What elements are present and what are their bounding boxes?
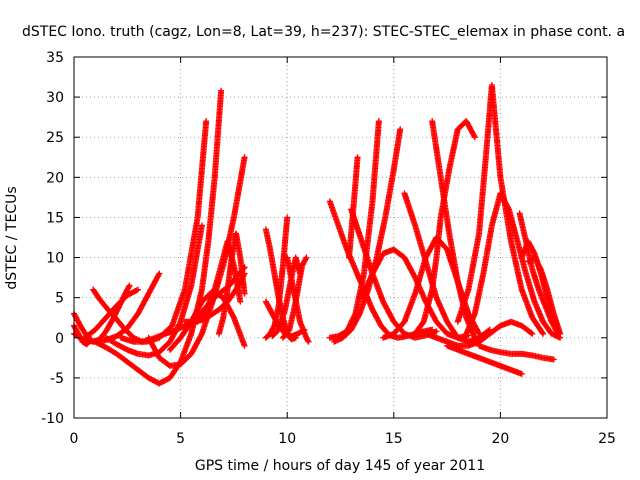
x-tick-label: 10	[278, 431, 296, 447]
data-point-marker	[88, 336, 95, 343]
y-tick-label: 35	[46, 50, 64, 66]
data-point-marker	[305, 338, 312, 345]
data-point-marker	[218, 87, 225, 94]
y-tick-label: 5	[55, 291, 64, 307]
data-point-marker	[241, 342, 248, 349]
data-point-marker	[134, 286, 141, 293]
data-point-marker	[203, 118, 210, 125]
data-point-marker	[303, 254, 310, 261]
data-point-marker	[237, 298, 244, 305]
data-point-marker	[285, 327, 292, 334]
x-tick-label: 15	[385, 431, 403, 447]
data-points	[71, 82, 564, 387]
data-point-marker	[198, 222, 205, 229]
data-point-marker	[284, 214, 291, 221]
data-point-marker	[241, 154, 248, 161]
grid-lines	[74, 57, 607, 418]
data-point-marker	[126, 282, 133, 289]
y-tick-label: -5	[50, 371, 64, 387]
data-point-marker	[292, 334, 299, 341]
data-point-marker	[87, 337, 94, 344]
x-tick-label: 0	[70, 431, 79, 447]
x-axis-title: GPS time / hours of day 145 of year 2011	[195, 458, 485, 474]
y-axis-title: dSTEC / TECUs	[4, 186, 20, 289]
x-tick-label: 20	[491, 431, 509, 447]
x-tick-label: 25	[598, 431, 616, 447]
y-tick-label: 15	[46, 210, 64, 226]
x-tick-label: 5	[176, 431, 185, 447]
y-tick-label: -10	[41, 411, 64, 427]
y-tick-label: 10	[46, 251, 64, 267]
data-point-marker	[375, 118, 382, 125]
y-tick-label: 20	[46, 170, 64, 186]
y-tick-label: 0	[55, 331, 64, 347]
y-tick-label: 30	[46, 90, 64, 106]
y-tick-label: 25	[46, 130, 64, 146]
data-point-marker	[156, 270, 163, 277]
chart-title: dSTEC Iono. truth (cagz, Lon=8, Lat=39, …	[22, 24, 625, 40]
data-point-marker	[241, 290, 248, 297]
